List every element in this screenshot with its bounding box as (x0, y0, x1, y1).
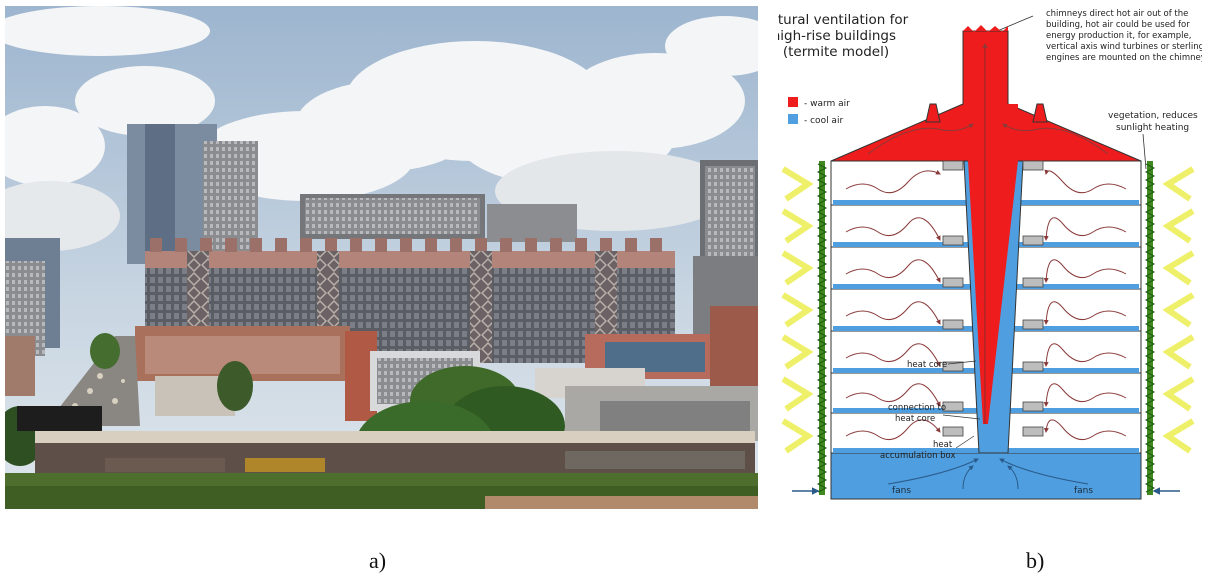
airflow-arrows (845, 123, 1127, 490)
ventilation-diagram: Natural ventilation for high-rise buildi… (759, 4, 1209, 510)
legend-warm-swatch (788, 97, 798, 107)
caption-a: a) (369, 548, 387, 573)
caption-b: b) (1026, 548, 1045, 573)
vent-boxes (942, 160, 1044, 437)
vegetation-left (816, 161, 828, 495)
sun-arrows-left (781, 166, 814, 454)
chimney-note: chimneys direct hot air out of the build… (1046, 9, 1202, 63)
legend-cool-label: - cool air (804, 116, 843, 126)
legend-cool-swatch (788, 114, 798, 124)
heat-core (968, 161, 1018, 424)
photo-panel (5, 6, 758, 509)
basement-cool-air (830, 452, 1142, 500)
label-fans-left: fans (892, 486, 911, 496)
label-connection: connection to heat core (888, 403, 949, 424)
vegetation-right (1144, 161, 1156, 495)
label-heat-core: heat core (907, 360, 947, 370)
vegetation-note: vegetation, reduces sunlight heating (1108, 111, 1201, 133)
label-fans-right: fans (1074, 486, 1093, 496)
city-photo (5, 6, 758, 509)
railway (17, 406, 755, 473)
legend: - warm air - cool air (788, 97, 850, 126)
legend-warm-label: - warm air (804, 99, 850, 109)
floor-slabs (833, 200, 1139, 453)
vegetation-pointer (1142, 133, 1147, 170)
diagram-title: Natural ventilation for high-rise buildi… (778, 12, 913, 60)
foreground-buildings (5, 306, 758, 441)
label-accumulation: heat accumulation box (880, 440, 956, 461)
sun-arrows-right (1162, 166, 1195, 454)
termite-model-diagram: Natural ventilation for high-rise buildi… (759, 9, 1209, 500)
